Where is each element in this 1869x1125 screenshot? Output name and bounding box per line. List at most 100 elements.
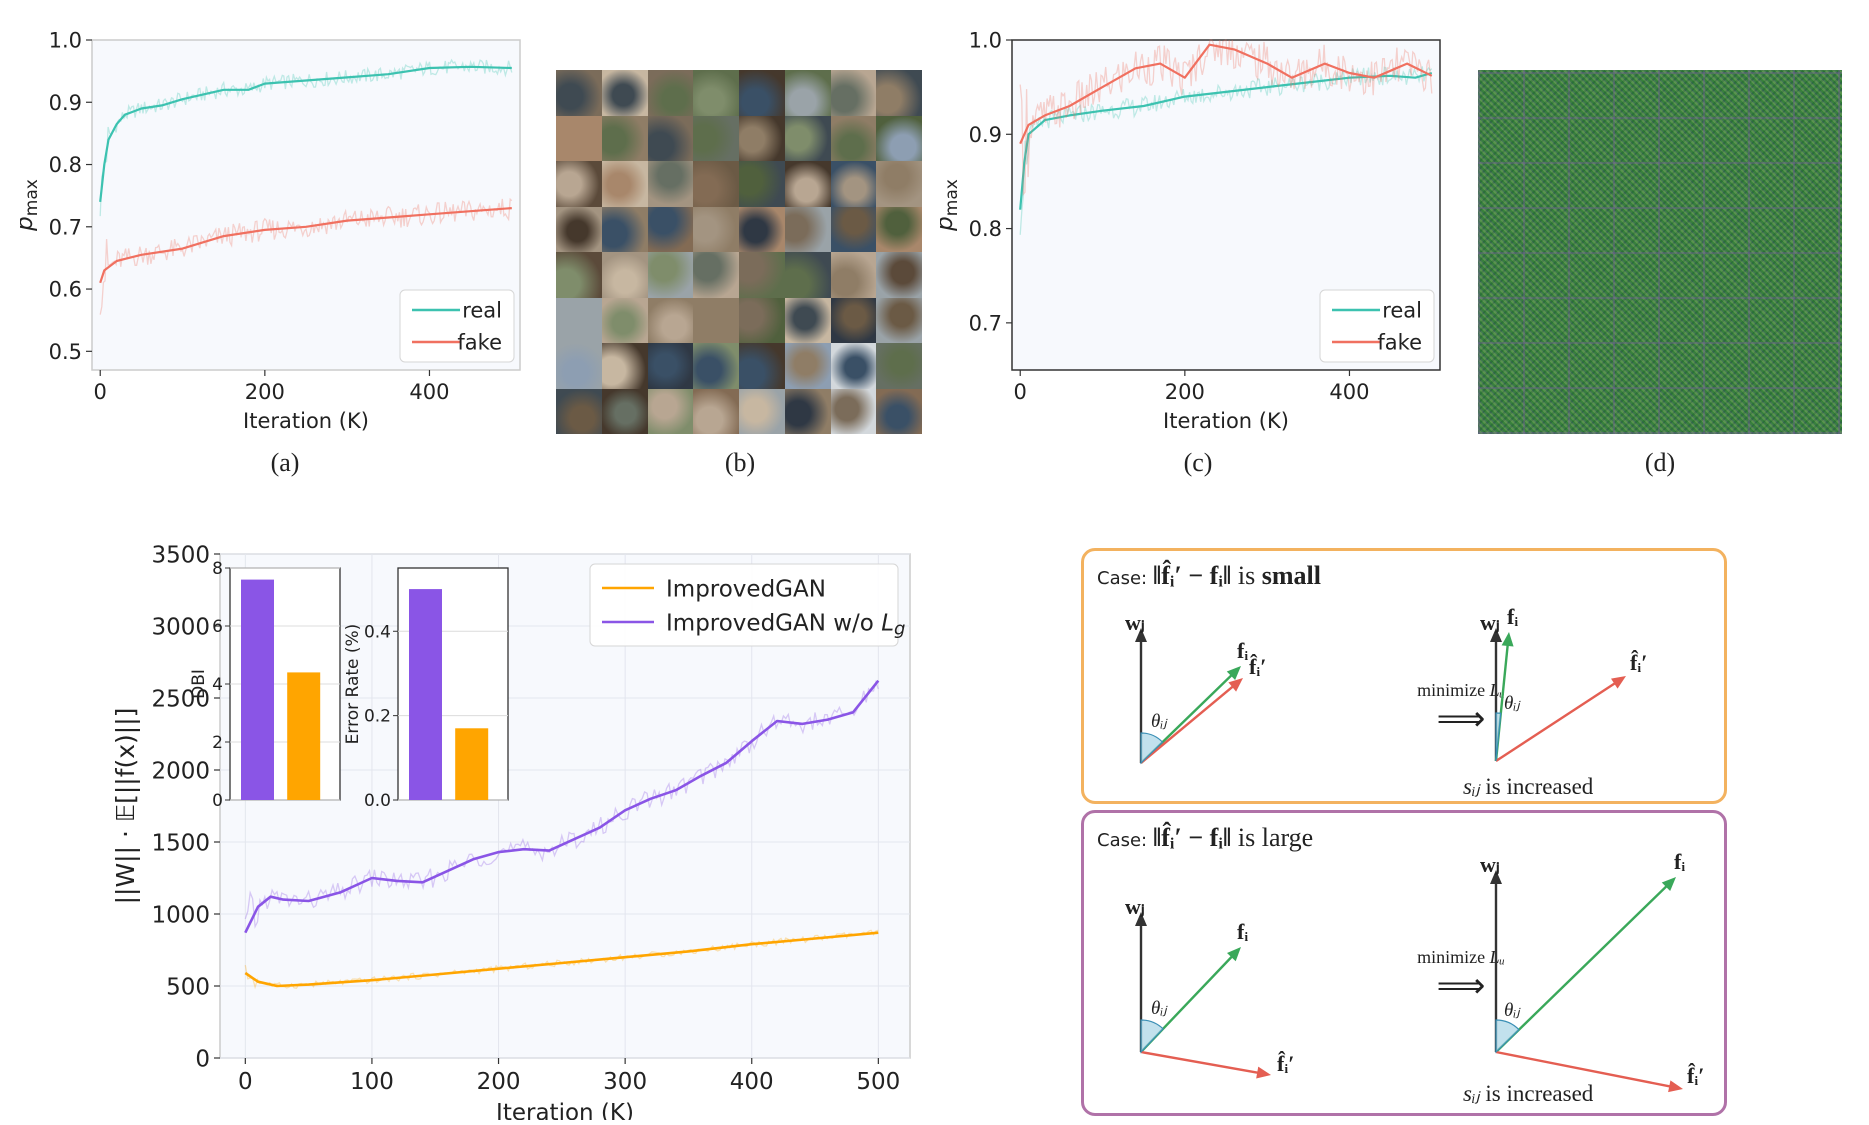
x-tick-label: 100 (350, 1069, 394, 1095)
y-tick-label: 1500 (151, 830, 210, 856)
image-tile (876, 115, 922, 161)
image-tile (876, 297, 922, 343)
image-tile (830, 388, 877, 434)
image-tile (784, 297, 831, 343)
y-tick-label: 0.9 (49, 91, 82, 115)
image-tile (693, 388, 739, 434)
angle-wedge (1140, 1019, 1164, 1054)
image-tile (739, 70, 785, 116)
vector-w-right-head (1490, 870, 1502, 884)
inset-y-label: Error Rate (%) (343, 624, 363, 745)
inset-tick-label: 0.4 (364, 622, 391, 642)
image-tile (784, 115, 831, 161)
case-large-box (1081, 810, 1727, 1116)
image-tile (601, 388, 648, 434)
label-f-left: fᵢ (1237, 919, 1248, 944)
image-tile (739, 297, 785, 343)
image-tile (601, 297, 648, 343)
y-axis-label: ||W|| · 𝔼[||f(x)||] (111, 708, 140, 905)
image-tile (647, 343, 694, 389)
generated-noise-grid (1478, 70, 1842, 434)
case-small-diagram: Case: ‖f̂ᵢ′ − fᵢ‖ is smallwⱼfᵢf̂ᵢ′θᵢⱼmin… (1097, 561, 1647, 799)
image-tile (830, 206, 877, 252)
image-tile (876, 206, 922, 252)
image-tile (693, 206, 739, 252)
image-tile (830, 297, 877, 343)
vector-w-right-head (1490, 628, 1502, 642)
image-tile (876, 161, 922, 207)
caption-c: (c) (1183, 448, 1213, 477)
legend-label: fake (1377, 331, 1422, 355)
vector-fhat-left (1140, 1050, 1262, 1075)
image-tile (647, 297, 694, 343)
y-tick-label: 0.6 (49, 278, 82, 302)
image-tile (601, 161, 648, 207)
legend-box (589, 563, 899, 647)
label-theta-left: θᵢⱼ (1151, 711, 1168, 732)
case-title: Case: ‖f̂ᵢ′ − fᵢ‖ is small (1097, 561, 1321, 590)
y-tick-label: 0.5 (49, 340, 82, 364)
label-fhat-right: f̂ᵢ′ (1687, 1063, 1704, 1088)
image-tile (784, 343, 831, 389)
image-tile (830, 252, 877, 298)
y-tick-label: 0 (195, 1046, 210, 1072)
angle-wedge (1495, 712, 1502, 762)
label-f-left: fᵢ (1237, 638, 1248, 663)
image-tile (739, 388, 785, 434)
image-tile (739, 343, 785, 389)
minimize-label: minimize Lᵤ (1417, 947, 1505, 967)
y-axis-label: pmax (20, 179, 42, 232)
vector-fhat-right-head (1668, 1080, 1683, 1093)
vector-w-left-head (1135, 912, 1147, 926)
y-tick-label: 0.7 (49, 215, 82, 239)
y-tick-label: 2500 (151, 686, 210, 712)
angle-wedge (1140, 732, 1164, 765)
image-tile (784, 161, 831, 207)
inset-bar-0 (241, 579, 274, 800)
y-tick-label: 3000 (151, 614, 210, 640)
x-tick-label: 0 (94, 380, 107, 404)
label-w-right: wⱼ (1480, 852, 1500, 877)
inset-tick-label: 2 (212, 733, 223, 753)
label-fhat-left: f̂ᵢ′ (1277, 1051, 1294, 1076)
image-tile (601, 206, 648, 252)
image-tile (693, 297, 739, 343)
legend: real fake (1319, 289, 1435, 363)
image-tile (876, 70, 922, 116)
image-tile (830, 343, 877, 389)
image-tile (693, 115, 739, 161)
series-line-fake (99, 207, 512, 284)
inset-tick-label: 4 (212, 675, 223, 695)
image-tile (601, 252, 648, 298)
image-tile (784, 206, 831, 252)
image-tile (830, 115, 877, 161)
image-tile (876, 252, 922, 298)
legend-label: ImprovedGAN (666, 576, 826, 602)
image-tile (784, 70, 831, 116)
image-tile (556, 297, 602, 343)
image-tile (556, 115, 602, 161)
label-w-right: wⱼ (1480, 610, 1500, 635)
label-theta-right: θᵢⱼ (1504, 1000, 1521, 1021)
image-tile (556, 206, 602, 252)
y-tick-label: 0.7 (969, 311, 1002, 335)
x-tick-label: 0 (238, 1069, 253, 1095)
vector-f-right-head (1661, 877, 1676, 892)
x-axis-label: Iteration (K) (1163, 409, 1289, 433)
image-tile (556, 343, 602, 389)
case-large-diagram: Case: ‖f̂ᵢ′ − fᵢ‖ is large wⱼ fᵢ f̂ᵢ′ θᵢⱼ min… (1097, 823, 1704, 1106)
result-label: sᵢⱼ is increased (1463, 1081, 1594, 1106)
inset-tick-label: 0 (212, 791, 223, 811)
x-tick-label: 400 (730, 1069, 774, 1095)
image-tile (693, 252, 739, 298)
image-tile (739, 115, 785, 161)
label-f-right: fᵢ (1674, 849, 1685, 874)
vector-fhat-left-head (1256, 1066, 1271, 1079)
image-tile (601, 70, 648, 116)
vector-fhat-left-head (1228, 678, 1243, 692)
angle-wedge (1495, 1019, 1520, 1054)
inset-bar-0 (409, 589, 442, 800)
case-small-box (1081, 548, 1727, 804)
x-tick-label: 200 (1165, 380, 1205, 404)
